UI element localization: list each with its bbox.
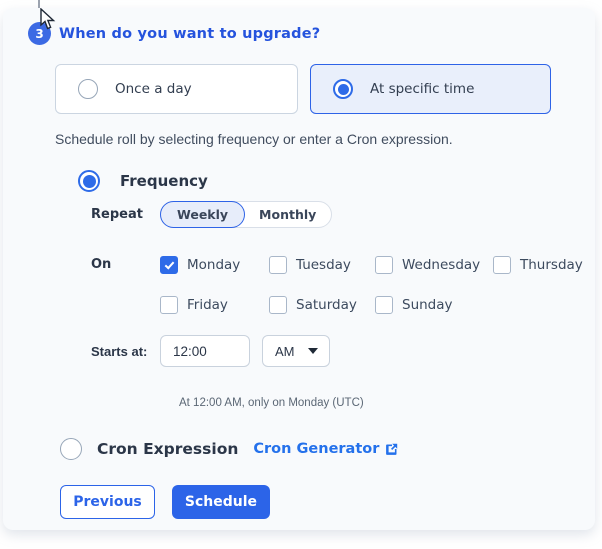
- frequency-option-row[interactable]: Frequency: [78, 170, 595, 192]
- chevron-down-icon: [308, 348, 318, 354]
- meridiem-value: AM: [275, 343, 295, 359]
- step-header: 3 When do you want to upgrade?: [3, 8, 595, 45]
- cron-label: Cron Expression: [97, 440, 239, 458]
- days-grid: Monday Tuesday Wednesday Thursday Friday: [160, 256, 583, 314]
- schedule-button[interactable]: Schedule: [172, 485, 270, 519]
- schedule-type-options: Once a day At specific time: [55, 64, 595, 114]
- sunday-checkbox[interactable]: [375, 296, 393, 314]
- toggle-monthly[interactable]: Monthly: [259, 207, 317, 222]
- once-a-day-radio[interactable]: [78, 79, 98, 99]
- cron-option-row[interactable]: Cron Expression Cron Generator: [60, 438, 595, 460]
- text-caret-mark: [38, 0, 40, 8]
- at-specific-time-label: At specific time: [370, 81, 475, 97]
- page-title: When do you want to upgrade?: [59, 25, 321, 42]
- frequency-label: Frequency: [120, 172, 208, 190]
- days-row: On Monday Tuesday Wednesday Thursday: [91, 256, 595, 314]
- wednesday-checkbox[interactable]: [375, 256, 393, 274]
- tuesday-checkbox[interactable]: [269, 256, 287, 274]
- friday-checkbox[interactable]: [160, 296, 178, 314]
- thursday-checkbox[interactable]: [493, 256, 511, 274]
- on-label: On: [91, 257, 112, 272]
- repeat-label: Repeat: [91, 207, 143, 222]
- repeat-row: Repeat Weekly Monthly: [91, 201, 595, 228]
- option-at-specific-time[interactable]: At specific time: [310, 64, 551, 114]
- toggle-weekly[interactable]: Weekly: [160, 201, 246, 228]
- starts-at-row: Starts at: AM: [91, 335, 595, 367]
- step-number-badge: 3: [28, 22, 51, 45]
- time-input[interactable]: [160, 335, 250, 367]
- external-link-icon: [386, 443, 398, 455]
- cron-radio[interactable]: [60, 438, 82, 460]
- check-icon: [164, 258, 174, 270]
- cron-generator-link-text: Cron Generator: [253, 441, 380, 457]
- day-item-friday[interactable]: Friday: [160, 296, 269, 314]
- frequency-radio[interactable]: [78, 170, 100, 192]
- meridiem-select[interactable]: AM: [262, 335, 330, 367]
- action-buttons: Previous Schedule: [60, 485, 595, 519]
- saturday-checkbox[interactable]: [269, 296, 287, 314]
- schedule-summary: At 12:00 AM, only on Monday (UTC): [179, 397, 364, 409]
- monday-checkbox[interactable]: [160, 256, 178, 274]
- cron-generator-link[interactable]: Cron Generator: [253, 441, 398, 457]
- upgrade-schedule-card: 3 When do you want to upgrade? Once a da…: [3, 8, 595, 530]
- day-item-saturday[interactable]: Saturday: [269, 296, 375, 314]
- day-item-monday[interactable]: Monday: [160, 256, 269, 274]
- day-item-sunday[interactable]: Sunday: [375, 296, 493, 314]
- once-a-day-label: Once a day: [115, 81, 192, 97]
- starts-at-label: Starts at:: [91, 343, 148, 359]
- option-once-a-day[interactable]: Once a day: [55, 64, 298, 114]
- schedule-description: Schedule roll by selecting frequency or …: [55, 131, 453, 147]
- day-item-thursday[interactable]: Thursday: [493, 256, 583, 274]
- frequency-form: Repeat Weekly Monthly On Monday Tuesday: [91, 201, 595, 409]
- day-item-wednesday[interactable]: Wednesday: [375, 256, 493, 274]
- at-specific-time-radio[interactable]: [333, 79, 353, 99]
- previous-button[interactable]: Previous: [60, 485, 155, 519]
- repeat-toggle: Weekly Monthly: [160, 201, 333, 228]
- day-item-tuesday[interactable]: Tuesday: [269, 256, 375, 274]
- mouse-cursor-icon: [40, 8, 56, 30]
